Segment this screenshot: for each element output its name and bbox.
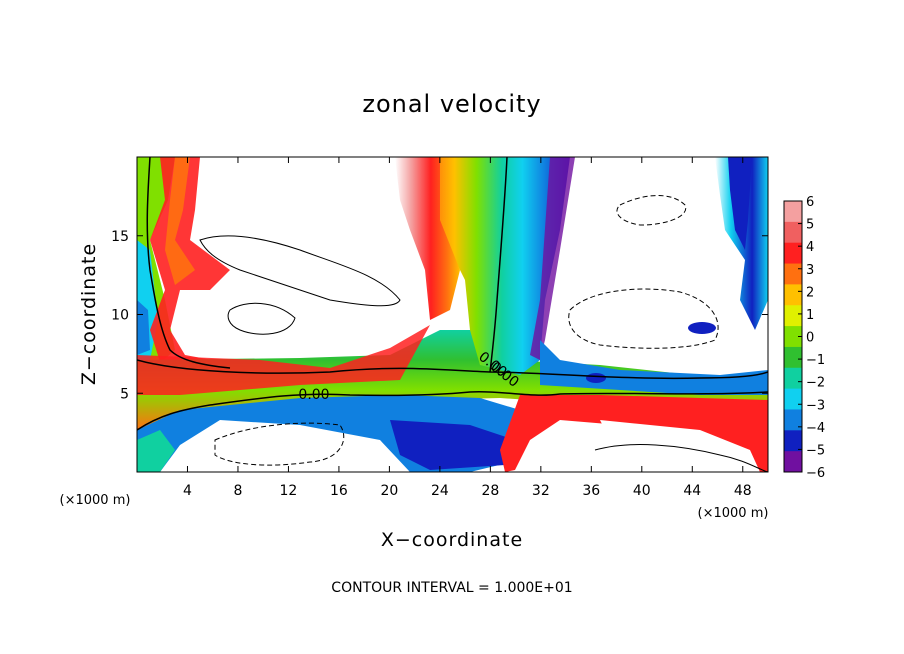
y-axis-title: Z−coordinate bbox=[78, 243, 100, 385]
x-tick-label: 20 bbox=[380, 483, 398, 499]
colorbar-swatch bbox=[784, 284, 802, 306]
colorbar-swatch bbox=[784, 409, 802, 431]
chart-title: zonal velocity bbox=[362, 90, 541, 118]
colorbar-swatch bbox=[784, 430, 802, 452]
colorbar-label: 4 bbox=[806, 240, 814, 255]
colorbar-label: 3 bbox=[806, 263, 814, 278]
colorbar-label: 6 bbox=[806, 195, 814, 210]
x-axis: 4 8 12 16 20 24 28 32 36 40 44 48 bbox=[183, 157, 752, 499]
y-axis: 5 10 15 bbox=[111, 229, 768, 402]
colorbar-swatch bbox=[784, 367, 802, 390]
colorbar-label: −5 bbox=[806, 443, 825, 458]
positive-contour-1 bbox=[199, 235, 401, 307]
contour-label: 0.00 bbox=[298, 387, 329, 403]
x-axis-title: X−coordinate bbox=[381, 529, 523, 551]
y-tick-label: 10 bbox=[111, 308, 129, 324]
x-unit-label-right: (×1000 m) bbox=[698, 506, 769, 521]
x-unit-label-left: (×1000 m) bbox=[60, 493, 131, 508]
velocity-field bbox=[137, 157, 768, 472]
x-tick-label: 12 bbox=[280, 483, 298, 499]
colorbar-swatch bbox=[784, 305, 802, 327]
colorbar-swatch bbox=[784, 221, 802, 244]
zero-contour-left bbox=[146, 157, 231, 369]
zero-contour-lower bbox=[137, 390, 768, 431]
colorbar-swatch bbox=[784, 242, 802, 265]
contour-interval-footer: CONTOUR INTERVAL = 1.000E+01 bbox=[331, 580, 572, 596]
colorbar-swatch bbox=[784, 326, 802, 348]
x-tick-label: 36 bbox=[582, 483, 600, 499]
colorbar-swatch bbox=[784, 263, 802, 285]
negative-contour-3 bbox=[214, 422, 345, 466]
colorbar-label: 2 bbox=[806, 285, 814, 300]
colorbar-label: 0 bbox=[806, 331, 814, 346]
x-tick-label: 8 bbox=[233, 483, 242, 499]
zero-contour-vertical bbox=[489, 157, 508, 373]
x-tick-label: 4 bbox=[183, 483, 192, 499]
negative-contour-2 bbox=[616, 195, 687, 226]
x-tick-label: 44 bbox=[683, 483, 701, 499]
colorbar-label: −6 bbox=[806, 466, 825, 481]
colorbar-label: −2 bbox=[806, 376, 825, 391]
colorbar: 6 5 4 3 2 1 0 −1 −2 −3 −4 −5 −6 bbox=[783, 195, 825, 481]
x-tick-label: 32 bbox=[532, 483, 550, 499]
colorbar-label: −4 bbox=[806, 421, 825, 436]
x-tick-label: 40 bbox=[633, 483, 651, 499]
x-tick-label: 16 bbox=[330, 483, 348, 499]
x-tick-label: 24 bbox=[431, 483, 449, 499]
colorbar-swatch bbox=[784, 201, 802, 223]
negative-contour-1 bbox=[568, 288, 719, 349]
colorbar-swatch bbox=[784, 451, 802, 473]
zero-contour-upper bbox=[137, 359, 768, 380]
y-tick-label: 5 bbox=[120, 386, 129, 402]
colorbar-label: 5 bbox=[806, 218, 814, 233]
y-tick-label: 15 bbox=[111, 229, 129, 245]
colorbar-label: −3 bbox=[806, 398, 825, 413]
colorbar-swatch bbox=[784, 346, 802, 369]
x-tick-label: 48 bbox=[734, 483, 752, 499]
x-tick-label: 28 bbox=[481, 483, 499, 499]
positive-contour-3 bbox=[594, 444, 768, 472]
positive-contour-2 bbox=[227, 302, 296, 335]
colorbar-label: 1 bbox=[806, 308, 814, 323]
colorbar-label: −1 bbox=[806, 353, 825, 368]
contour-lines bbox=[137, 157, 768, 472]
colorbar-swatch bbox=[784, 388, 802, 410]
